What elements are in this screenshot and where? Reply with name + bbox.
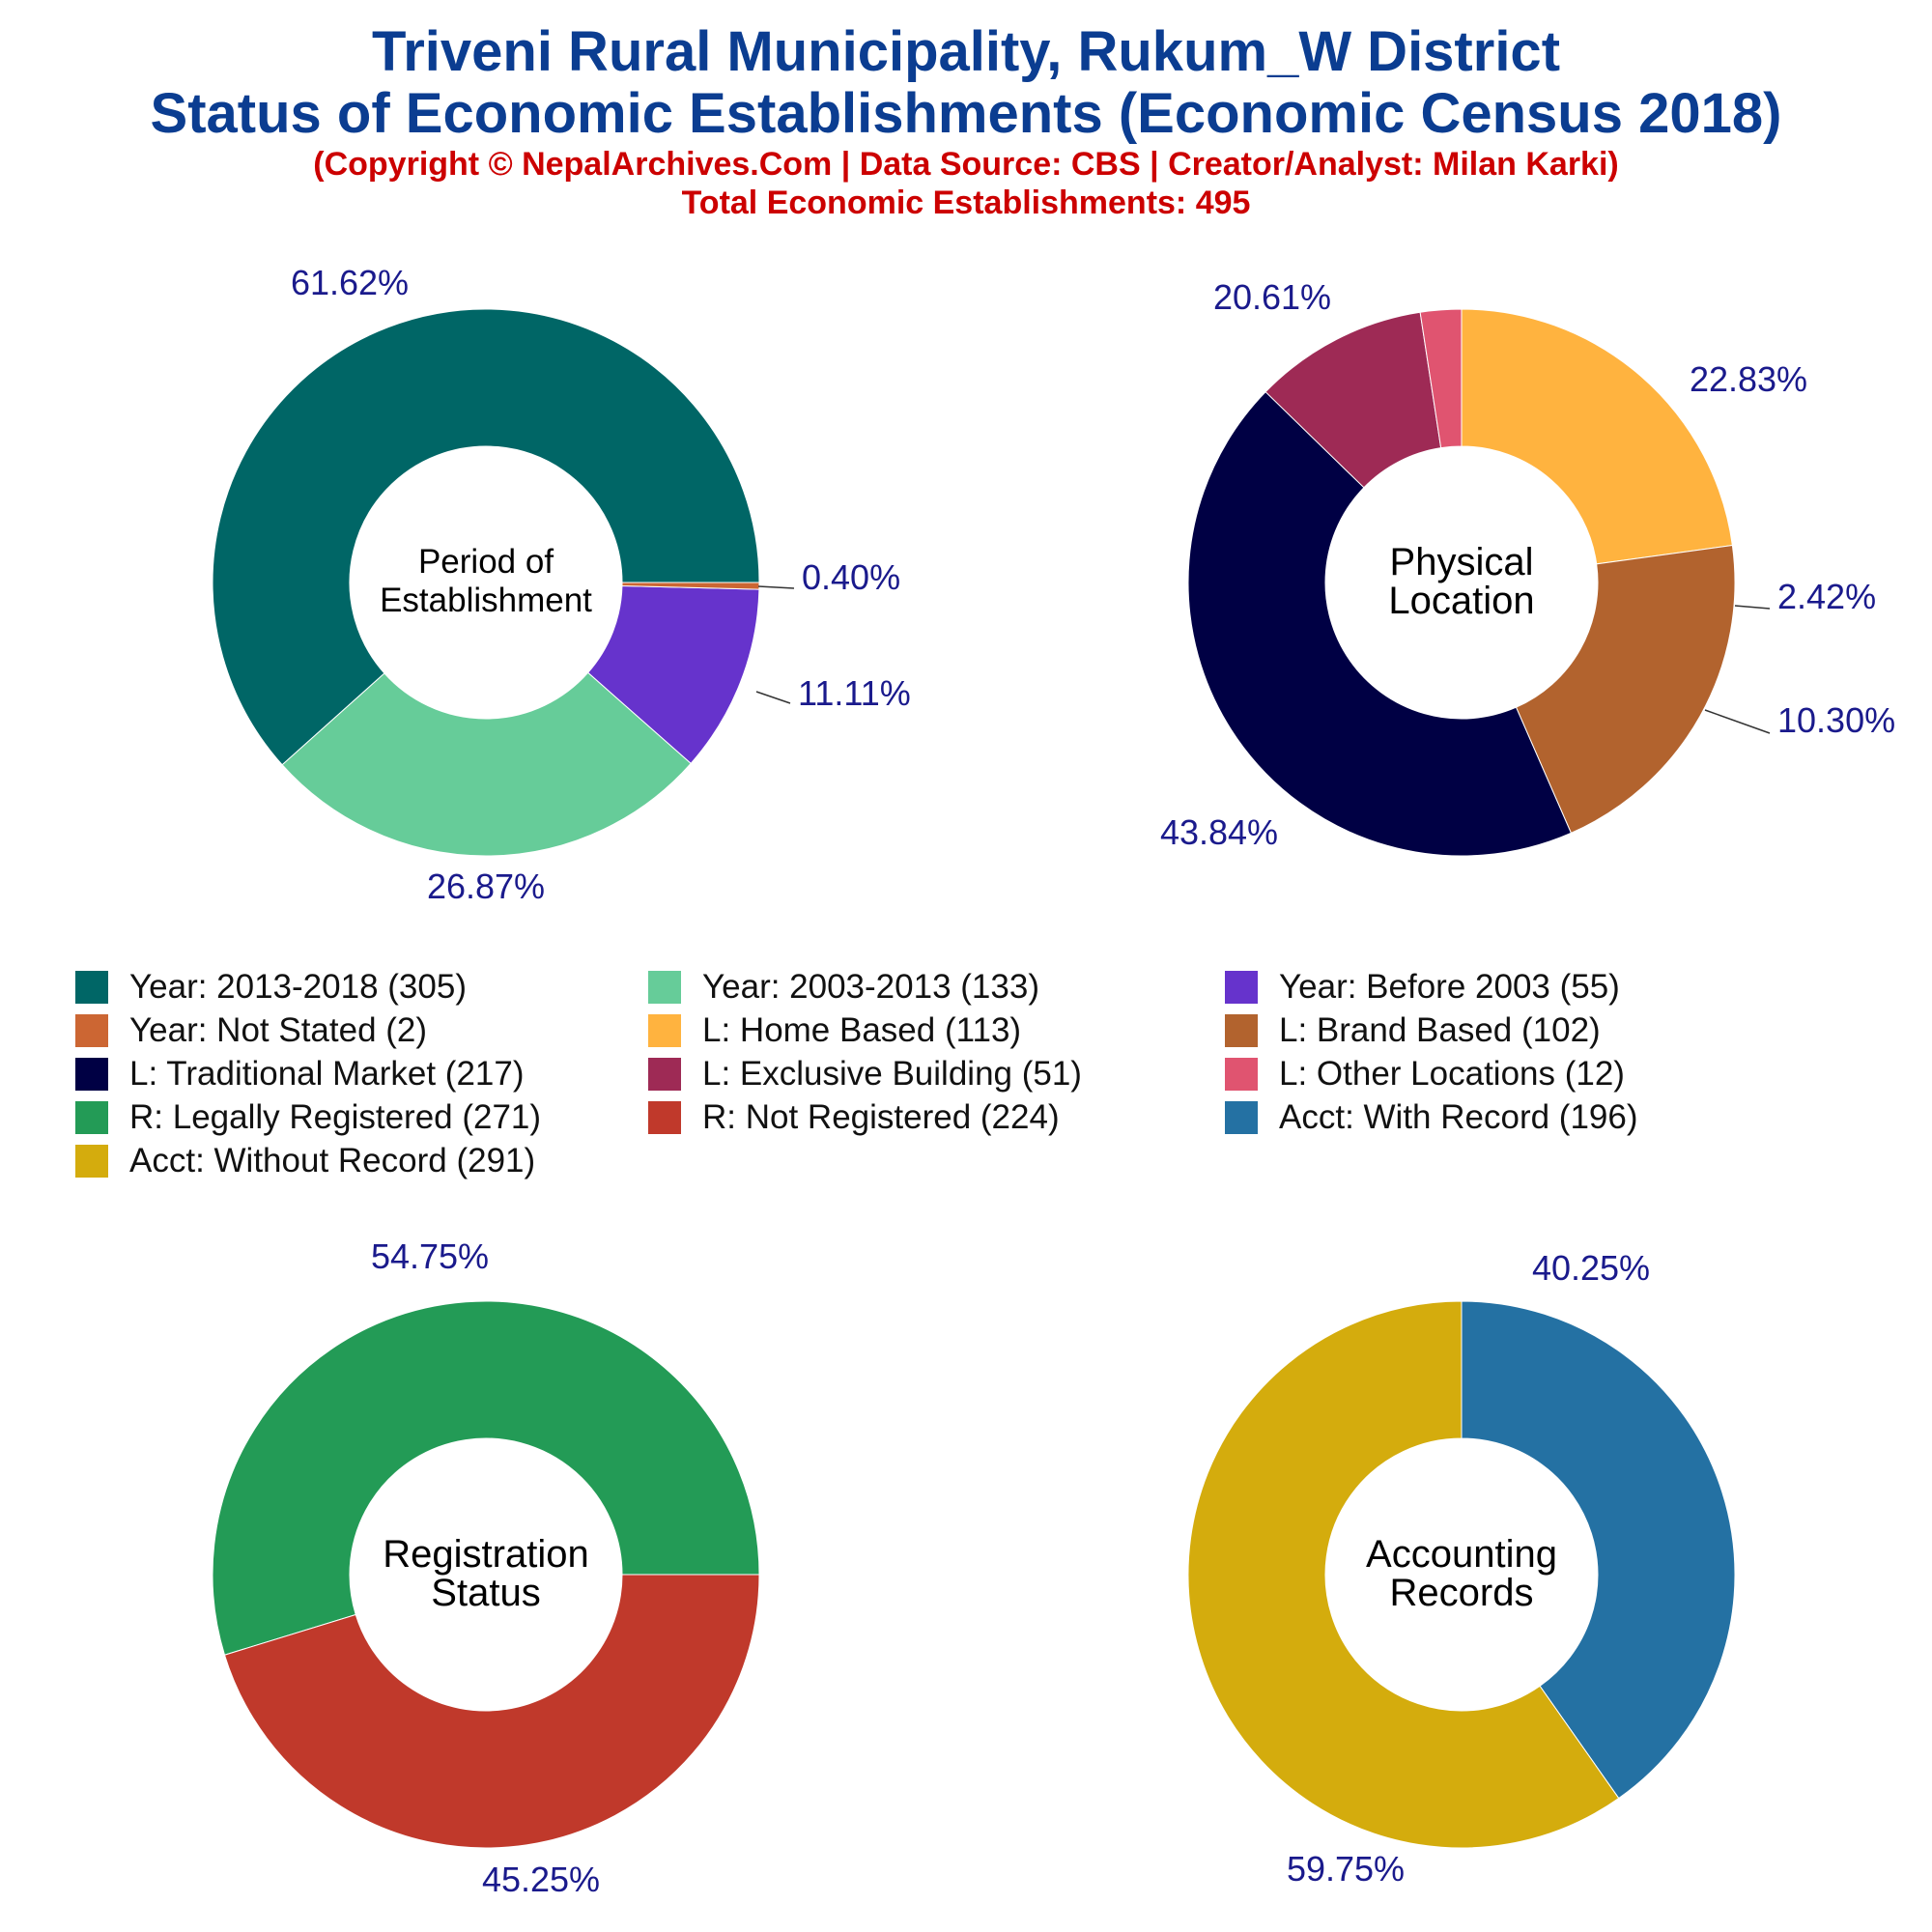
center-label: Physical — [1390, 541, 1534, 583]
percent-label: 61.62% — [291, 263, 409, 302]
legend-label: Year: 2013-2018 (305) — [129, 968, 467, 1006]
percent-label: 45.25% — [482, 1860, 600, 1899]
legend-swatch — [648, 1058, 681, 1091]
center-label: Registration — [383, 1533, 588, 1576]
slice-l-traditional-market — [1187, 390, 1573, 857]
legend-label: Acct: Without Record (291) — [129, 1142, 536, 1179]
legend-item: L: Brand Based (102) — [1225, 1009, 1601, 1052]
legend-label: L: Home Based (113) — [702, 1011, 1022, 1049]
leader-line — [1734, 605, 1771, 610]
legend-item: Acct: Without Record (291) — [75, 1140, 535, 1182]
legend-swatch — [1225, 1101, 1258, 1134]
slice-acct-without-record — [1187, 1300, 1620, 1849]
slice-l-other-locations — [1419, 308, 1463, 449]
legend-item: Year: Not Stated (2) — [75, 1009, 427, 1052]
legend-item: L: Other Locations (12) — [1225, 1053, 1625, 1095]
center-label: Records — [1390, 1572, 1534, 1614]
legend-item: Year: 2013-2018 (305) — [75, 966, 467, 1009]
leader-line — [1704, 709, 1771, 734]
percent-label: 0.40% — [802, 557, 900, 597]
center-label: Period of — [418, 543, 554, 581]
percent-label: 22.83% — [1690, 359, 1807, 399]
slice-r-not-registered — [223, 1574, 760, 1849]
percent-label: 40.25% — [1532, 1248, 1650, 1288]
percent-label: 43.84% — [1160, 812, 1278, 852]
slice-year-not-stated — [621, 582, 760, 590]
slice-year-2013-2018 — [212, 308, 760, 766]
slice-l-home-based — [1461, 308, 1733, 565]
slice-l-brand-based — [1515, 544, 1736, 834]
legend-label: Acct: With Record (196) — [1279, 1098, 1638, 1136]
legend-label: L: Other Locations (12) — [1279, 1055, 1625, 1093]
donut-chart-2: 22.83% 20.61% 43.84% 10.30% 2.42% PhysicalLoc… — [1160, 277, 1895, 857]
legend-swatch — [75, 1101, 108, 1134]
legend-swatch — [648, 1101, 681, 1134]
total-establishments: Total Economic Establishments: 495 — [681, 185, 1251, 221]
legend-item: L: Traditional Market (217) — [75, 1053, 525, 1095]
legend-item: R: Legally Registered (271) — [75, 1096, 541, 1139]
chart-title-line2: Status of Economic Establishments (Econo… — [150, 82, 1782, 145]
legend-label: R: Legally Registered (271) — [129, 1098, 542, 1136]
center-label: Status — [431, 1572, 540, 1614]
header: Triveni Rural Municipality, Rukum_W Dist… — [0, 21, 1932, 222]
legend-swatch — [648, 971, 681, 1004]
legend-item: L: Exclusive Building (51) — [648, 1053, 1082, 1095]
legend-item: Acct: With Record (196) — [1225, 1096, 1638, 1139]
legend-item: L: Home Based (113) — [648, 1009, 1021, 1052]
copyright-text: (Copyright © NepalArchives.Com | Data So… — [313, 146, 1619, 183]
legend-swatch — [75, 1014, 108, 1047]
percent-label: 59.75% — [1287, 1849, 1405, 1889]
legend-swatch — [75, 1058, 108, 1091]
legend-swatch — [1225, 971, 1258, 1004]
legend-label: R: Not Registered (224) — [702, 1098, 1060, 1136]
center-label: Accounting — [1366, 1533, 1557, 1576]
donut-chart-1: 61.62% 26.87% 11.11% 0.40% Period ofEstablis… — [212, 263, 911, 906]
percent-label: 26.87% — [427, 867, 545, 906]
legend-label: L: Traditional Market (217) — [129, 1055, 525, 1093]
legend-label: Year: 2003-2013 (133) — [702, 968, 1039, 1006]
legend-label: L: Brand Based (102) — [1279, 1011, 1601, 1049]
percent-label: 10.30% — [1777, 700, 1895, 740]
legend-item: R: Not Registered (224) — [648, 1096, 1060, 1139]
center-label: Establishment — [380, 582, 592, 619]
percent-label: 54.75% — [371, 1236, 489, 1276]
legend-item: Year: Before 2003 (55) — [1225, 966, 1620, 1009]
center-label: Location — [1388, 580, 1534, 622]
legend-label: Year: Before 2003 (55) — [1279, 968, 1620, 1006]
slice-year-before-2003 — [587, 585, 760, 764]
slice-r-legally-registered — [212, 1300, 760, 1656]
legend-label: Year: Not Stated (2) — [129, 1011, 428, 1049]
legend-swatch — [75, 971, 108, 1004]
chart-title-line1: Triveni Rural Municipality, Rukum_W Dist… — [371, 20, 1561, 83]
leader-line — [757, 585, 795, 589]
leader-line — [755, 691, 791, 704]
legend-swatch — [75, 1145, 108, 1178]
percent-label: 11.11% — [798, 673, 911, 713]
slice-acct-with-record — [1461, 1300, 1736, 1800]
legend-swatch — [648, 1014, 681, 1047]
percent-label: 20.61% — [1213, 277, 1331, 317]
legend-swatch — [1225, 1014, 1258, 1047]
legend-label: L: Exclusive Building (51) — [702, 1055, 1082, 1093]
percent-label: 2.42% — [1777, 577, 1876, 616]
legend-swatch — [1225, 1058, 1258, 1091]
slice-year-2003-2013 — [281, 671, 692, 857]
legend-item: Year: 2003-2013 (133) — [648, 966, 1039, 1009]
